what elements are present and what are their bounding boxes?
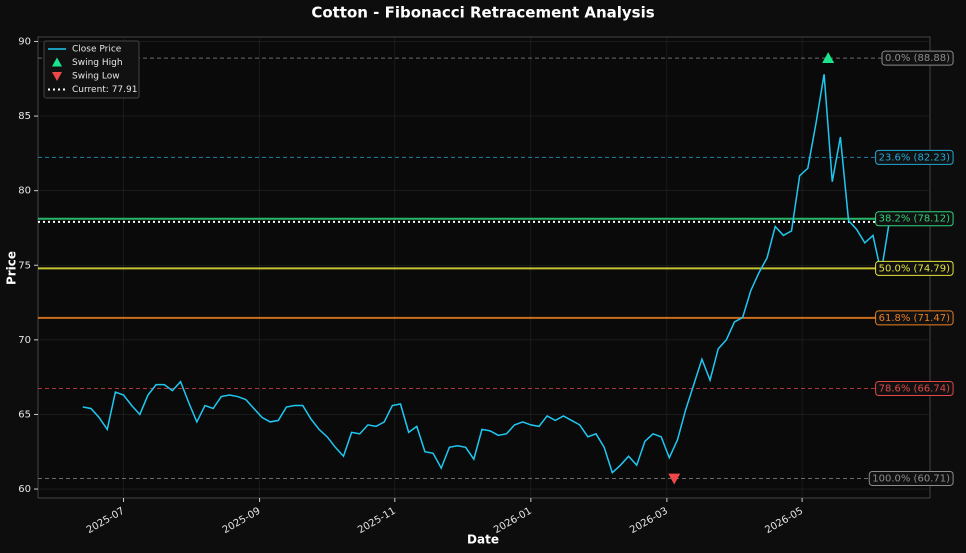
level-label-box xyxy=(868,470,954,486)
level-label-text: 50.0% (74.79) xyxy=(879,263,950,274)
level-label-box xyxy=(875,310,954,326)
y-tick-label: 80 xyxy=(18,186,31,197)
legend-icon xyxy=(52,57,62,67)
legend-label: Current: 77.91 xyxy=(72,85,137,95)
x-axis-label: Date xyxy=(467,533,499,547)
y-tick-label: 65 xyxy=(18,409,31,420)
level-label-text: 100.0% (60.71) xyxy=(872,473,950,484)
swing-marker xyxy=(668,473,681,485)
level-label-box xyxy=(875,211,954,227)
price-line xyxy=(82,74,891,474)
y-tick-label: 85 xyxy=(18,111,31,122)
level-label-box xyxy=(875,380,954,396)
y-tick-label: 60 xyxy=(18,484,31,495)
level-label-text: 38.2% (78.12) xyxy=(879,214,950,225)
level-label: 38.2% (78.12) xyxy=(875,211,954,227)
legend: Close Price Swing High Swing Low Current: 7… xyxy=(43,40,140,99)
legend-icon xyxy=(52,72,62,81)
level-label: 78.6% (66.74) xyxy=(875,380,954,396)
level-label: 100.0% (60.71) xyxy=(868,470,954,486)
y-tick-label: 90 xyxy=(18,36,31,47)
level-label: 0.0% (88.88) xyxy=(881,50,954,66)
level-label-text: 0.0% (88.88) xyxy=(885,53,950,64)
y-tick-label: 70 xyxy=(18,335,31,346)
legend-label: Swing Low xyxy=(72,72,120,82)
legend-label: Swing High xyxy=(72,58,123,68)
level-label: 23.6% (82.23) xyxy=(875,149,954,165)
legend-label: Close Price xyxy=(72,45,122,55)
level-label-text: 61.8% (71.47) xyxy=(879,313,950,324)
level-label-text: 78.6% (66.74) xyxy=(879,383,950,394)
level-label-text: 23.6% (82.23) xyxy=(879,152,950,163)
level-label: 61.8% (71.47) xyxy=(875,310,954,326)
level-label-box xyxy=(881,50,954,66)
y-tick-label: 75 xyxy=(18,260,31,271)
level-label: 50.0% (74.79) xyxy=(875,260,954,276)
level-label-box xyxy=(875,260,954,276)
chart-title: Cotton - Fibonacci Retracement Analysis xyxy=(311,4,654,22)
legend-box xyxy=(43,40,140,99)
y-axis-label: Price xyxy=(5,251,19,285)
swing-marker xyxy=(822,52,835,63)
level-label-box xyxy=(875,149,954,165)
